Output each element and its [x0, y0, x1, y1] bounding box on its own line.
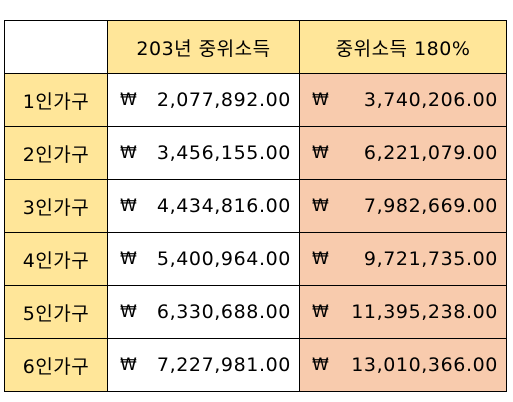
- row-label: 6인가구: [4, 338, 108, 392]
- won-symbol: ₩: [120, 90, 138, 110]
- row-label: 1인가구: [4, 73, 108, 127]
- table-row: 5인가구 ₩6,330,688.00 ₩11,395,238.00: [4, 285, 507, 339]
- median-income-value: 4,434,816.00: [156, 195, 291, 217]
- median-180-cell: ₩3,740,206.00: [299, 73, 507, 127]
- median-income-value: 3,456,155.00: [156, 142, 291, 164]
- won-symbol: ₩: [312, 355, 330, 375]
- median-income-cell: ₩6,330,688.00: [107, 285, 300, 339]
- median-180-value: 11,395,238.00: [351, 301, 498, 323]
- won-symbol: ₩: [312, 302, 330, 322]
- won-symbol: ₩: [120, 196, 138, 216]
- median-income-cell: ₩2,077,892.00: [107, 73, 300, 127]
- won-symbol: ₩: [120, 302, 138, 322]
- row-label: 5인가구: [4, 285, 108, 339]
- median-180-value: 9,721,735.00: [363, 248, 498, 270]
- row-label: 4인가구: [4, 232, 108, 286]
- median-income-cell: ₩3,456,155.00: [107, 126, 300, 180]
- median-180-cell: ₩6,221,079.00: [299, 126, 507, 180]
- median-180-cell: ₩11,395,238.00: [299, 285, 507, 339]
- median-180-value: 3,740,206.00: [363, 89, 498, 111]
- median-income-cell: ₩5,400,964.00: [107, 232, 300, 286]
- row-label: 3인가구: [4, 179, 108, 233]
- column-header-median-180: 중위소득 180%: [299, 20, 507, 74]
- corner-cell: [4, 20, 108, 74]
- won-symbol: ₩: [120, 249, 138, 269]
- median-180-cell: ₩7,982,669.00: [299, 179, 507, 233]
- median-180-value: 6,221,079.00: [363, 142, 498, 164]
- table-row: 2인가구 ₩3,456,155.00 ₩6,221,079.00: [4, 126, 507, 180]
- table-row: 4인가구 ₩5,400,964.00 ₩9,721,735.00: [4, 232, 507, 286]
- median-180-cell: ₩9,721,735.00: [299, 232, 507, 286]
- median-income-cell: ₩7,227,981.00: [107, 338, 300, 392]
- won-symbol: ₩: [120, 355, 138, 375]
- median-180-cell: ₩13,010,366.00: [299, 338, 507, 392]
- median-income-value: 5,400,964.00: [156, 248, 291, 270]
- median-income-value: 2,077,892.00: [156, 89, 291, 111]
- won-symbol: ₩: [312, 143, 330, 163]
- won-symbol: ₩: [120, 143, 138, 163]
- won-symbol: ₩: [312, 196, 330, 216]
- table-row: 3인가구 ₩4,434,816.00 ₩7,982,669.00: [4, 179, 507, 233]
- column-header-median-income: 203년 중위소득: [107, 20, 300, 74]
- table-row: 1인가구 ₩2,077,892.00 ₩3,740,206.00: [4, 73, 507, 127]
- row-label: 2인가구: [4, 126, 108, 180]
- median-180-value: 13,010,366.00: [351, 354, 498, 376]
- median-income-value: 7,227,981.00: [156, 354, 291, 376]
- table-row: 6인가구 ₩7,227,981.00 ₩13,010,366.00: [4, 338, 507, 392]
- won-symbol: ₩: [312, 249, 330, 269]
- income-table: 203년 중위소득 중위소득 180% 1인가구 ₩2,077,892.00 ₩…: [4, 20, 507, 392]
- header-row: 203년 중위소득 중위소득 180%: [4, 20, 507, 74]
- median-income-value: 6,330,688.00: [156, 301, 291, 323]
- won-symbol: ₩: [312, 90, 330, 110]
- median-180-value: 7,982,669.00: [363, 195, 498, 217]
- median-income-cell: ₩4,434,816.00: [107, 179, 300, 233]
